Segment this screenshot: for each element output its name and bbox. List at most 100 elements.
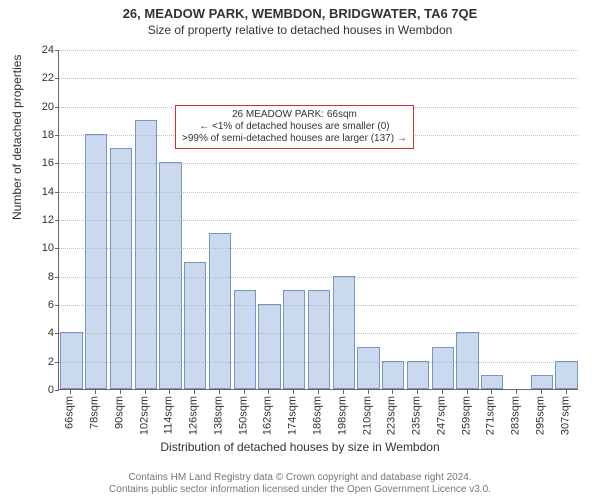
xtick-label: 90sqm: [114, 396, 125, 429]
ytick-mark: [55, 78, 59, 79]
bar: [209, 233, 231, 389]
xtick-label: 66sqm: [65, 396, 76, 429]
y-axis-label: Number of detached properties: [10, 55, 24, 220]
bar: [481, 375, 503, 389]
attribution-line2: Contains public sector information licen…: [0, 484, 600, 496]
xtick-mark: [442, 390, 443, 394]
attribution: Contains HM Land Registry data © Crown c…: [0, 472, 600, 496]
xtick-mark: [566, 390, 567, 394]
ytick-label: 24: [24, 45, 54, 56]
bar: [184, 262, 206, 390]
xtick-mark: [120, 390, 121, 394]
ytick-label: 8: [24, 272, 54, 283]
xtick-label: 271sqm: [486, 396, 497, 435]
ytick-mark: [55, 220, 59, 221]
xtick-mark: [293, 390, 294, 394]
xtick-mark: [318, 390, 319, 394]
ytick-label: 0: [24, 385, 54, 396]
xtick-mark: [268, 390, 269, 394]
xtick-label: 78sqm: [90, 396, 101, 429]
ytick-mark: [55, 163, 59, 164]
xtick-label: 174sqm: [288, 396, 299, 435]
ytick-label: 22: [24, 73, 54, 84]
xtick-mark: [541, 390, 542, 394]
xtick-label: 114sqm: [164, 396, 175, 434]
ytick-mark: [55, 277, 59, 278]
xtick-mark: [392, 390, 393, 394]
ytick-label: 16: [24, 158, 54, 169]
xtick-mark: [244, 390, 245, 394]
xtick-mark: [145, 390, 146, 394]
ytick-mark: [55, 333, 59, 334]
xtick-mark: [516, 390, 517, 394]
xtick-label: 150sqm: [238, 396, 249, 435]
xtick-label: 186sqm: [313, 396, 324, 435]
chart-area: 26 MEADOW PARK: 66sqm ← <1% of detached …: [58, 50, 578, 390]
attribution-line1: Contains HM Land Registry data © Crown c…: [0, 472, 600, 484]
xtick-label: 162sqm: [263, 396, 274, 435]
ytick-mark: [55, 135, 59, 136]
plot-region: [58, 50, 578, 390]
bar: [258, 304, 280, 389]
ytick-mark: [55, 107, 59, 108]
bar: [432, 347, 454, 390]
xtick-mark: [417, 390, 418, 394]
callout-line3: >99% of semi-detached houses are larger …: [182, 133, 407, 145]
ytick-label: 14: [24, 187, 54, 198]
ytick-mark: [55, 305, 59, 306]
xtick-mark: [95, 390, 96, 394]
ytick-mark: [55, 390, 59, 391]
xtick-label: 247sqm: [436, 396, 447, 435]
bar: [135, 120, 157, 389]
xtick-label: 259sqm: [461, 396, 472, 435]
bar: [234, 290, 256, 389]
xtick-label: 210sqm: [362, 396, 373, 435]
xtick-mark: [194, 390, 195, 394]
page-subtitle: Size of property relative to detached ho…: [0, 21, 600, 37]
bar: [357, 347, 379, 390]
xtick-label: 138sqm: [213, 396, 224, 435]
bar: [85, 134, 107, 389]
ytick-label: 12: [24, 215, 54, 226]
xtick-mark: [169, 390, 170, 394]
ytick-mark: [55, 362, 59, 363]
xtick-label: 126sqm: [189, 396, 200, 435]
xtick-label: 102sqm: [139, 396, 150, 435]
xtick-mark: [70, 390, 71, 394]
xtick-mark: [219, 390, 220, 394]
bar: [382, 361, 404, 389]
ytick-label: 4: [24, 328, 54, 339]
callout-box: 26 MEADOW PARK: 66sqm ← <1% of detached …: [175, 105, 414, 149]
bar: [333, 276, 355, 389]
ytick-label: 20: [24, 102, 54, 113]
xtick-label: 223sqm: [387, 396, 398, 435]
bar: [159, 162, 181, 389]
xtick-mark: [343, 390, 344, 394]
callout-line1: 26 MEADOW PARK: 66sqm: [182, 109, 407, 121]
ytick-label: 10: [24, 243, 54, 254]
x-axis-label: Distribution of detached houses by size …: [0, 440, 600, 454]
ytick-mark: [55, 248, 59, 249]
ytick-mark: [55, 50, 59, 51]
xtick-mark: [491, 390, 492, 394]
ytick-label: 6: [24, 300, 54, 311]
bar: [407, 361, 429, 389]
xtick-label: 295sqm: [535, 396, 546, 435]
xtick-label: 235sqm: [412, 396, 423, 435]
bar: [555, 361, 577, 389]
callout-line2: ← <1% of detached houses are smaller (0): [182, 121, 407, 133]
xtick-label: 198sqm: [337, 396, 348, 435]
xtick-label: 307sqm: [560, 396, 571, 435]
bar: [283, 290, 305, 389]
bar: [531, 375, 553, 389]
bar: [60, 332, 82, 389]
xtick-mark: [467, 390, 468, 394]
page-title: 26, MEADOW PARK, WEMBDON, BRIDGWATER, TA…: [0, 0, 600, 21]
bar: [110, 148, 132, 389]
gridline: [59, 78, 578, 79]
xtick-mark: [368, 390, 369, 394]
ytick-label: 2: [24, 357, 54, 368]
ytick-mark: [55, 192, 59, 193]
gridline: [59, 50, 578, 51]
bar: [456, 332, 478, 389]
